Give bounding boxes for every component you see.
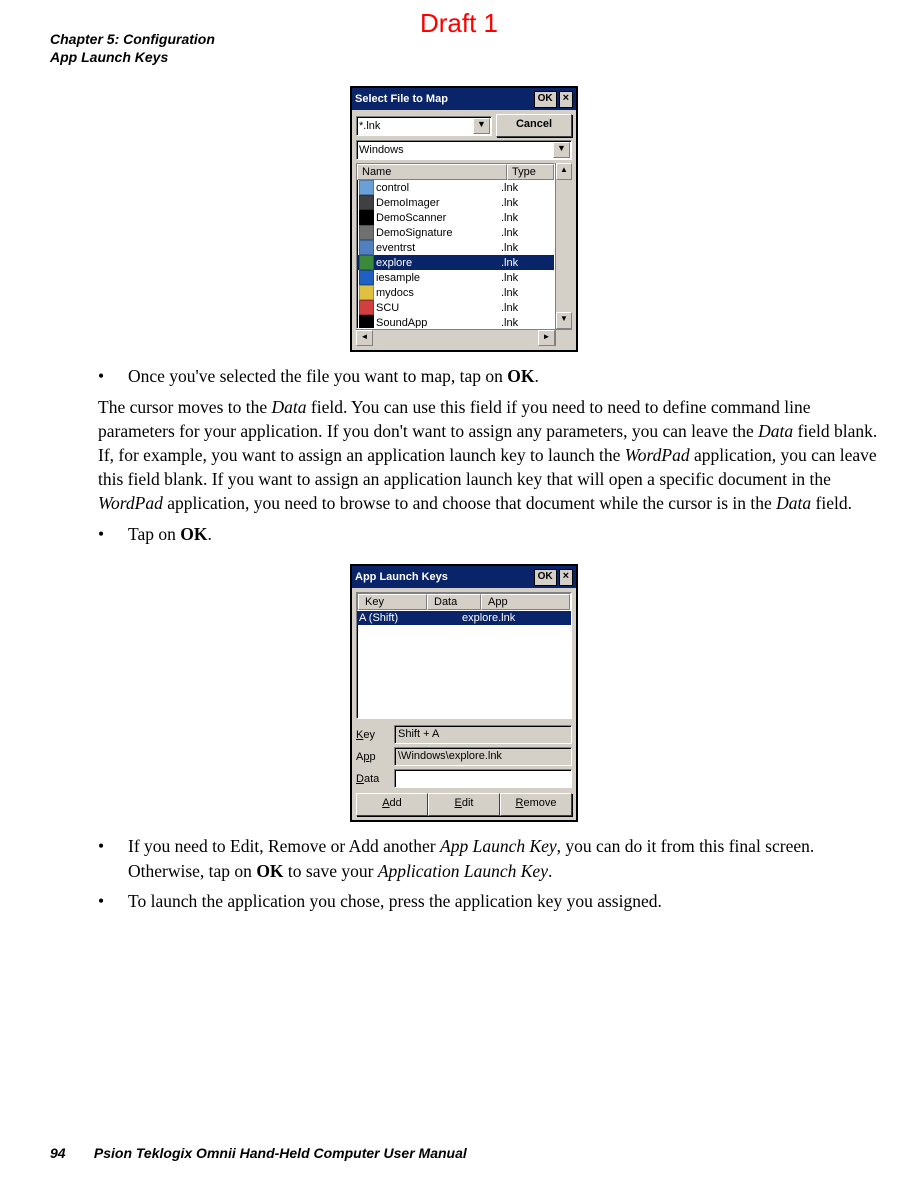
file-list-item[interactable]: SoundApp.lnk	[357, 315, 554, 328]
file-icon	[359, 270, 374, 285]
file-list-item[interactable]: SCU.lnk	[357, 300, 554, 315]
body-paragraph: The cursor moves to the Data field. You …	[98, 395, 878, 516]
cell-app: explore.lnk	[462, 612, 569, 624]
file-list-item[interactable]: mydocs.lnk	[357, 285, 554, 300]
file-name: SCU	[376, 302, 501, 314]
file-type: .lnk	[501, 287, 518, 299]
dialog-titlebar: App Launch Keys OK ×	[352, 566, 576, 588]
cancel-button[interactable]: Cancel	[496, 114, 572, 137]
bullet-item: • Tap on OK.	[98, 522, 878, 547]
col-app-header[interactable]: App	[481, 594, 570, 610]
file-name: DemoImager	[376, 197, 501, 209]
file-icon	[359, 210, 374, 225]
data-label: Data	[356, 773, 390, 785]
add-button[interactable]: Add	[356, 793, 428, 816]
dialog-title: App Launch Keys	[355, 571, 532, 583]
cell-key: A (Shift)	[359, 612, 418, 624]
file-icon	[359, 315, 374, 328]
app-input: \Windows\explore.lnk	[394, 747, 572, 766]
file-list-item[interactable]: DemoImager.lnk	[357, 195, 554, 210]
remove-button[interactable]: Remove	[500, 793, 572, 816]
file-icon	[359, 195, 374, 210]
dropdown-icon[interactable]: ▼	[553, 142, 570, 158]
file-type: .lnk	[501, 242, 518, 254]
file-type: .lnk	[501, 257, 518, 269]
file-name: control	[376, 182, 501, 194]
file-list-item[interactable]: eventrst.lnk	[357, 240, 554, 255]
file-icon	[359, 240, 374, 255]
file-icon	[359, 285, 374, 300]
file-icon	[359, 225, 374, 240]
draft-watermark: Draft 1	[420, 8, 498, 39]
file-icon	[359, 255, 374, 270]
file-list-item[interactable]: explore.lnk	[357, 255, 554, 270]
ok-button[interactable]: OK	[534, 569, 557, 586]
bullet-item: • To launch the application you chose, p…	[98, 889, 878, 914]
folder-combo[interactable]: Windows ▼	[356, 140, 572, 160]
key-input: Shift + A	[394, 725, 572, 744]
scroll-left-icon[interactable]: ◄	[356, 330, 373, 346]
key-label: Key	[356, 729, 390, 741]
file-list[interactable]: Name Type control.lnkDemoImager.lnkDemoS…	[356, 163, 555, 329]
close-button[interactable]: ×	[559, 91, 573, 108]
footer-text: Psion Teklogix Omnii Hand-Held Computer …	[94, 1145, 467, 1161]
col-key-header[interactable]: Key	[358, 594, 427, 610]
header-section: App Launch Keys	[50, 48, 878, 66]
file-icon	[359, 300, 374, 315]
file-type: .lnk	[501, 317, 518, 329]
data-input[interactable]	[394, 769, 572, 788]
file-list-item[interactable]: DemoScanner.lnk	[357, 210, 554, 225]
vertical-scrollbar[interactable]: ▲ ▼	[555, 163, 572, 346]
file-name: DemoSignature	[376, 227, 501, 239]
filter-value: *.lnk	[359, 120, 380, 132]
file-icon	[359, 180, 374, 195]
app-launch-keys-dialog: App Launch Keys OK × Key Data App A (Shi…	[350, 564, 578, 822]
file-type: .lnk	[501, 272, 518, 284]
cell-data	[418, 612, 462, 624]
file-name: SoundApp	[376, 317, 501, 329]
file-type: .lnk	[501, 182, 518, 194]
col-type-header[interactable]: Type	[507, 164, 554, 180]
file-list-item[interactable]: control.lnk	[357, 180, 554, 195]
file-name: eventrst	[376, 242, 501, 254]
file-list-item[interactable]: iesample.lnk	[357, 270, 554, 285]
dialog-title: Select File to Map	[355, 93, 532, 105]
horizontal-scrollbar[interactable]: ◄ ►	[356, 329, 555, 346]
list-row[interactable]: A (Shift) explore.lnk	[357, 611, 571, 625]
folder-value: Windows	[359, 144, 404, 156]
file-name: DemoScanner	[376, 212, 501, 224]
scroll-right-icon[interactable]: ►	[538, 330, 555, 346]
filter-combo[interactable]: *.lnk ▼	[356, 116, 492, 136]
scroll-up-icon[interactable]: ▲	[556, 163, 572, 180]
file-type: .lnk	[501, 302, 518, 314]
dropdown-icon[interactable]: ▼	[473, 118, 490, 134]
file-type: .lnk	[501, 197, 518, 209]
list-header: Key Data App	[357, 593, 571, 611]
launch-keys-list[interactable]: Key Data App A (Shift) explore.lnk	[356, 592, 572, 719]
file-name: mydocs	[376, 287, 501, 299]
file-type: .lnk	[501, 212, 518, 224]
select-file-dialog: Select File to Map OK × *.lnk ▼ Cancel W…	[350, 86, 578, 352]
ok-button[interactable]: OK	[534, 91, 557, 108]
close-button[interactable]: ×	[559, 569, 573, 586]
bullet-item: • Once you've selected the file you want…	[98, 364, 878, 389]
file-list-item[interactable]: DemoSignature.lnk	[357, 225, 554, 240]
col-name-header[interactable]: Name	[357, 164, 507, 180]
edit-button[interactable]: Edit	[428, 793, 500, 816]
file-name: explore	[376, 257, 501, 269]
scroll-down-icon[interactable]: ▼	[556, 312, 572, 329]
page-footer: 94 Psion Teklogix Omnii Hand-Held Comput…	[50, 1145, 467, 1161]
col-data-header[interactable]: Data	[427, 594, 481, 610]
app-label: App	[356, 751, 390, 763]
bullet-item: • If you need to Edit, Remove or Add ano…	[98, 834, 878, 883]
dialog-titlebar: Select File to Map OK ×	[352, 88, 576, 110]
file-type: .lnk	[501, 227, 518, 239]
file-name: iesample	[376, 272, 501, 284]
list-header: Name Type	[357, 164, 554, 180]
page-number: 94	[50, 1145, 90, 1161]
